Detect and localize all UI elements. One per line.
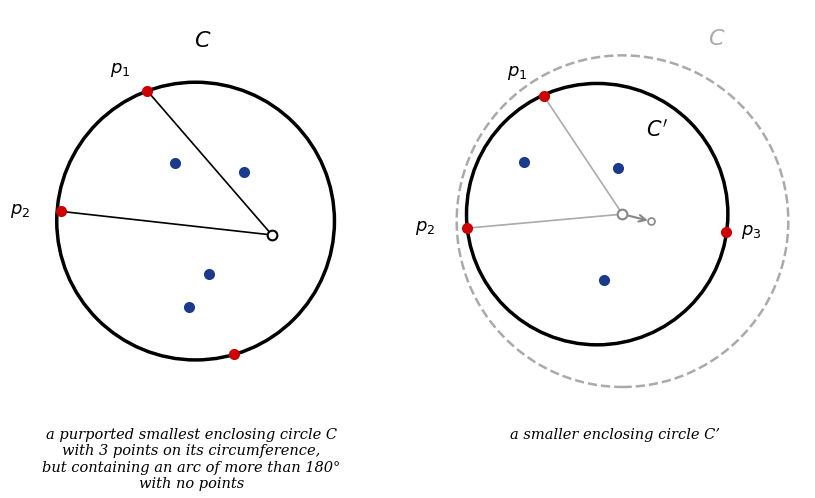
Text: $p_3$: $p_3$ [741, 224, 761, 242]
Text: $p_1$: $p_1$ [507, 64, 527, 82]
Text: $C'$: $C'$ [646, 119, 668, 141]
Text: $p_2$: $p_2$ [416, 219, 435, 237]
Text: $C$: $C$ [708, 28, 725, 50]
Text: a purported smallest enclosing circle C
with 3 points on its circumference,
but : a purported smallest enclosing circle C … [42, 428, 341, 491]
Text: $p_1$: $p_1$ [110, 61, 130, 80]
Text: $C$: $C$ [194, 30, 211, 52]
Text: $p_2$: $p_2$ [10, 202, 30, 220]
Text: a smaller enclosing circle C’: a smaller enclosing circle C’ [510, 428, 720, 442]
